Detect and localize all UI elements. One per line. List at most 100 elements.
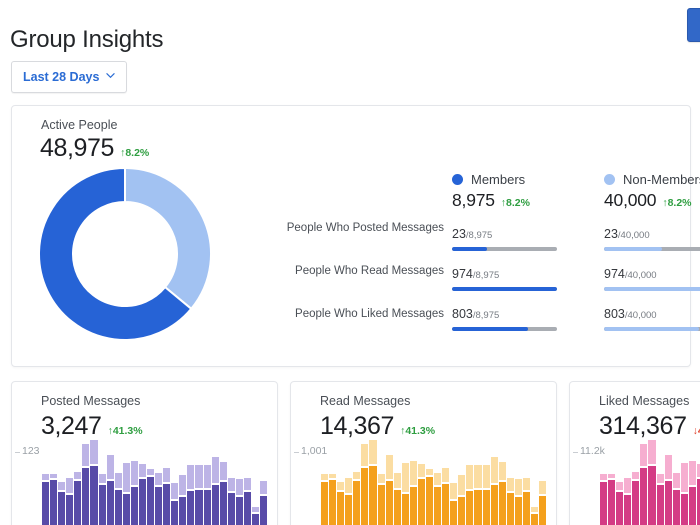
chart-bar-upper-segment <box>608 473 616 479</box>
chart-bar-lower-segment <box>114 490 122 525</box>
chart-bar <box>155 472 163 525</box>
chart-bar-divider <box>539 493 546 496</box>
chart-bar-lower-segment <box>664 481 672 525</box>
chart-bar-lower-segment <box>211 485 219 525</box>
stat-fraction: 974/40,000 <box>604 267 700 281</box>
chart-bar <box>369 440 377 525</box>
chart-bar-upper-segment <box>66 478 74 493</box>
chart-bar <box>260 480 267 525</box>
chart-bar-divider <box>624 492 632 495</box>
chart-bar-lower-segment <box>531 514 539 525</box>
chart-bar-lower-segment <box>688 486 696 525</box>
chart-bar-upper-segment <box>155 472 163 485</box>
legend-delta-members: ↑8.2% <box>500 197 530 209</box>
chart-bar-upper-segment <box>490 456 498 484</box>
chart-bar-divider <box>66 492 74 495</box>
chart-bar-lower-segment <box>490 485 498 525</box>
chart-bar-divider <box>616 489 624 492</box>
chart-bar <box>66 478 74 525</box>
chart-bar-lower-segment <box>219 481 227 525</box>
read-messages-metric: 14,367 ↑41.3% <box>320 412 435 441</box>
chart-bar-upper-segment <box>664 454 672 480</box>
read-messages-card: Read Messages 14,367 ↑41.3% 1,001 <box>290 381 557 525</box>
chart-bar-upper-segment <box>122 463 130 493</box>
chart-bar <box>179 475 187 525</box>
primary-action-button[interactable] <box>687 8 700 42</box>
chart-bar-lower-segment <box>187 490 195 525</box>
chart-bar-divider <box>369 463 377 466</box>
chart-bar-lower-segment <box>361 468 369 525</box>
chart-bar-divider <box>482 488 490 491</box>
chart-bar-lower-segment <box>171 501 179 525</box>
chart-bar-upper-segment <box>377 473 385 484</box>
chart-bar-upper-segment <box>648 440 656 464</box>
active-people-label: Active People <box>41 118 118 132</box>
chart-bar-lower-segment <box>155 486 163 525</box>
chart-bar-divider <box>260 493 267 496</box>
chart-bar <box>648 440 656 525</box>
chart-bar-upper-segment <box>130 461 138 485</box>
chart-bar-upper-segment <box>539 480 546 494</box>
chart-bar-lower-segment <box>648 465 656 525</box>
stat-fraction: 23/8,975 <box>452 227 612 241</box>
chart-bar-upper-segment <box>385 454 393 480</box>
chart-bar-lower-segment <box>66 494 74 525</box>
chart-bar-upper-segment <box>42 473 50 480</box>
chart-bar <box>426 469 434 525</box>
legend-column-members: Members 8,975 ↑8.2% 23/8,975 974/8,975 803… <box>452 172 612 331</box>
chart-bar <box>466 465 474 525</box>
chart-bar-divider <box>450 499 458 502</box>
chart-bar-upper-segment <box>227 478 235 492</box>
chart-bar-lower-segment <box>195 490 203 525</box>
chart-bar-upper-segment <box>640 444 648 467</box>
non-member-stats: 23/40,000 974/40,000 803/40,000 <box>604 227 700 331</box>
chart-bar-upper-segment <box>114 472 122 489</box>
chart-bar <box>450 483 458 525</box>
liked-messages-bars <box>600 440 700 525</box>
chart-bar-upper-segment <box>219 462 227 480</box>
chart-bar-lower-segment <box>498 481 506 525</box>
read-messages-bars <box>321 440 546 525</box>
chart-bar-upper-segment <box>353 471 361 480</box>
chart-bar-upper-segment <box>401 463 409 493</box>
chart-bar-upper-segment <box>260 480 267 494</box>
chart-bar-divider <box>688 484 696 487</box>
stat-denominator: /8,975 <box>465 230 493 241</box>
date-range-label: Last 28 Days <box>23 70 100 84</box>
chart-bar-divider <box>42 479 50 482</box>
chart-bar-lower-segment <box>329 480 337 525</box>
stat-block: 23/8,975 <box>452 227 612 251</box>
chart-bar-lower-segment <box>130 486 138 525</box>
chart-bar-divider <box>147 475 155 478</box>
chart-bar <box>600 473 608 525</box>
chart-bar-upper-segment <box>600 473 608 480</box>
chart-bar-divider <box>514 495 522 498</box>
liked-messages-delta: ↓41.3% <box>692 425 700 437</box>
y-axis-tick-top: 11.2k <box>573 445 605 457</box>
chart-bar <box>345 478 353 525</box>
stat-label-column: People Who Posted Messages People Who Re… <box>284 222 444 324</box>
chart-bar-divider <box>329 478 337 481</box>
chart-bar <box>195 465 203 525</box>
chart-bar-lower-segment <box>138 478 147 525</box>
chart-bar-lower-segment <box>680 494 688 525</box>
chart-bar <box>361 444 369 525</box>
chart-bar-divider <box>50 478 58 481</box>
chart-bar-upper-segment <box>252 507 260 513</box>
chart-bar <box>514 479 522 525</box>
read-messages-label: Read Messages <box>320 394 411 408</box>
chart-bar-lower-segment <box>450 501 458 525</box>
chart-bar-divider <box>106 479 114 482</box>
date-range-selector[interactable]: Last 28 Days <box>11 61 128 93</box>
chart-bar-upper-segment <box>688 461 696 485</box>
chart-bar-lower-segment <box>434 486 442 525</box>
chart-bar <box>442 467 450 525</box>
chart-bar-divider <box>409 484 417 487</box>
chart-bar <box>163 467 171 525</box>
chart-bar-upper-segment <box>458 475 466 496</box>
chart-bar-divider <box>361 466 369 469</box>
chart-bar-divider <box>377 483 385 486</box>
chart-bar <box>42 473 50 525</box>
chart-bar-divider <box>163 481 171 484</box>
stat-progress-bar <box>452 327 557 331</box>
